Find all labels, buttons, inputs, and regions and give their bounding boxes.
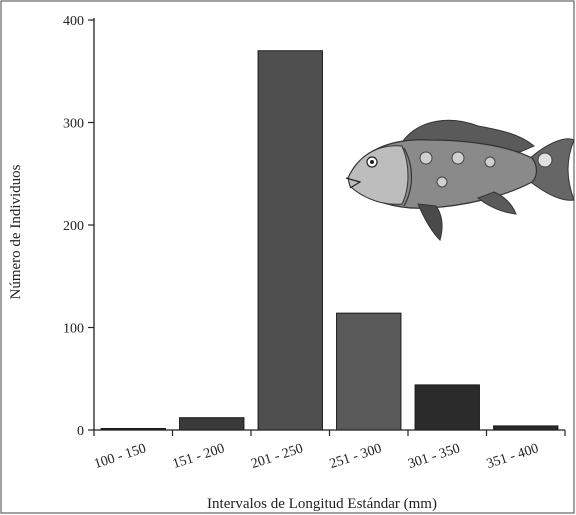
bars xyxy=(100,50,559,431)
x-category-label: 100 - 150 xyxy=(92,441,148,472)
y-tick-label: 100 xyxy=(63,322,84,337)
bar-251-300 xyxy=(336,312,402,431)
fish-spot xyxy=(537,152,553,168)
fish-spot xyxy=(484,156,496,168)
y-tick-label: 0 xyxy=(77,424,84,439)
fish-spot xyxy=(451,151,465,165)
fish-head xyxy=(347,145,409,205)
x-category-label: 251 - 300 xyxy=(328,441,384,472)
bar-201-250 xyxy=(257,50,323,431)
bar-301-350 xyxy=(414,384,480,431)
bar-351-400 xyxy=(493,425,559,431)
fish-spot xyxy=(436,176,448,188)
y-tick-label: 400 xyxy=(63,14,84,29)
x-axis-title: Intervalos de Longitud Estándar (mm) xyxy=(207,496,437,512)
fish-gill xyxy=(403,147,413,207)
fish-anal-fin xyxy=(477,191,517,215)
x-category-label: 301 - 350 xyxy=(406,441,462,472)
bar-151-200 xyxy=(179,417,245,431)
y-tick-label: 200 xyxy=(63,219,84,234)
fish-spot xyxy=(419,151,433,165)
fish-pupil xyxy=(370,160,374,164)
fish-ventral-fin xyxy=(417,203,443,241)
fish-tail xyxy=(527,138,575,201)
x-category-label: 351 - 400 xyxy=(485,441,541,472)
y-axis-title: Número de Individuos xyxy=(8,164,24,299)
y-ticks: 0 100 200 300 400 xyxy=(63,14,94,439)
y-tick-label: 300 xyxy=(63,117,84,132)
x-ticks xyxy=(93,430,566,436)
fish-illustration xyxy=(345,119,575,241)
fish-mouth xyxy=(345,177,362,189)
x-category-label: 151 - 200 xyxy=(171,441,227,472)
x-category-label: 201 - 250 xyxy=(249,441,305,472)
bar-100-150 xyxy=(100,428,166,431)
category-labels: 100 - 150 151 - 200 201 - 250 251 - 300 301 … xyxy=(92,441,540,472)
